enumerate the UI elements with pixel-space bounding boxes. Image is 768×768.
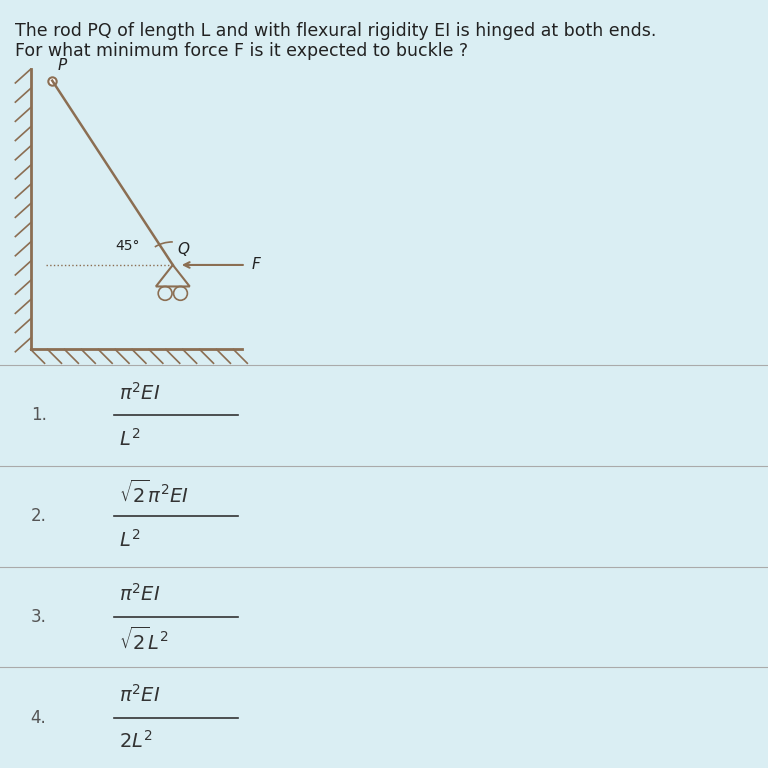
Text: $L^2$: $L^2$ [119,428,141,449]
Text: 1.: 1. [31,406,47,425]
Text: Q: Q [177,242,190,257]
Text: 3.: 3. [31,608,47,626]
Text: $2L^2$: $2L^2$ [119,730,153,752]
Text: $L^2$: $L^2$ [119,528,141,551]
Text: 45°: 45° [115,240,140,253]
Text: F: F [252,257,260,273]
Text: $\sqrt{2}L^2$: $\sqrt{2}L^2$ [119,627,169,654]
Text: $\sqrt{2}\pi^2 EI$: $\sqrt{2}\pi^2 EI$ [119,480,189,507]
Text: $\pi^2 EI$: $\pi^2 EI$ [119,684,161,706]
Text: For what minimum force F is it expected to buckle ?: For what minimum force F is it expected … [15,42,468,60]
Text: P: P [58,58,67,73]
Text: $\pi^2 EI$: $\pi^2 EI$ [119,382,161,403]
Text: 2.: 2. [31,508,47,525]
Text: The rod PQ of length L and with flexural rigidity EI is hinged at both ends.: The rod PQ of length L and with flexural… [15,22,657,39]
Text: 4.: 4. [31,709,47,727]
Text: $\pi^2 EI$: $\pi^2 EI$ [119,583,161,605]
